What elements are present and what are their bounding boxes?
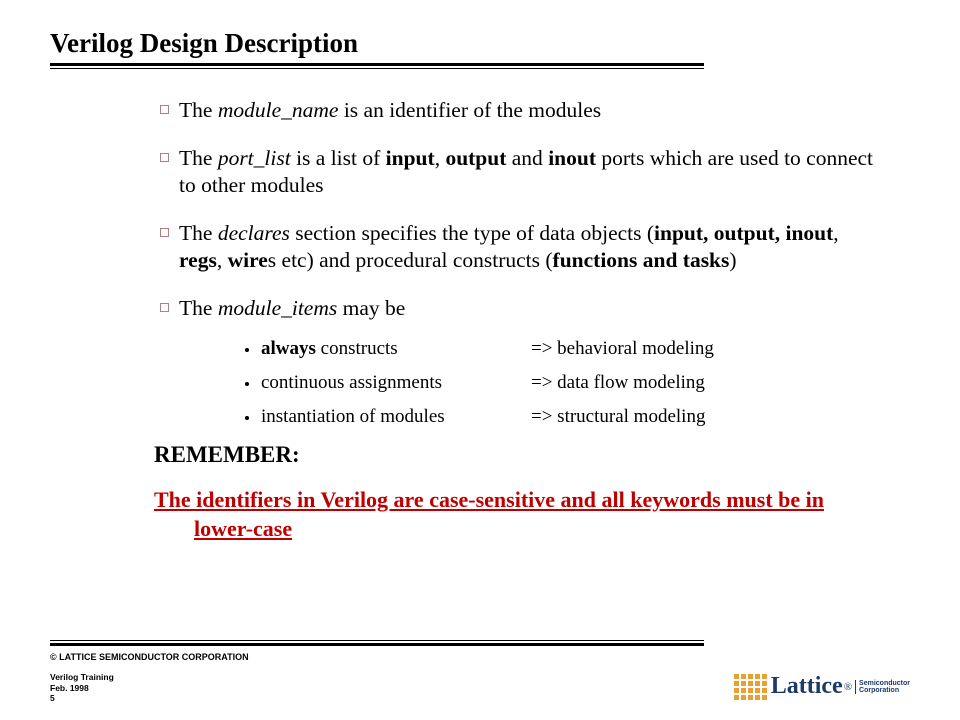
footer-rule-thin bbox=[50, 640, 704, 641]
sub-right: => structural modeling bbox=[531, 406, 705, 428]
bullet-text: The module_name is an identifier of the … bbox=[179, 97, 601, 125]
lattice-logo: Lattice ® Semiconductor Corporation bbox=[734, 673, 910, 700]
logo-sub1: Semiconductor bbox=[859, 680, 910, 687]
logo-subtitle: Semiconductor Corporation bbox=[855, 680, 910, 694]
dot-bullet-icon bbox=[245, 416, 249, 420]
bullet-text: The declares section specifies the type … bbox=[179, 220, 880, 275]
logo-registered-icon: ® bbox=[844, 681, 852, 693]
sub-item: continuous assignments=> data flow model… bbox=[245, 372, 880, 394]
bullet-item: The module_items may be bbox=[160, 295, 880, 323]
sub-right: => data flow modeling bbox=[531, 372, 705, 394]
logo-sub2: Corporation bbox=[859, 687, 910, 694]
bullet-item: The module_name is an identifier of the … bbox=[160, 97, 880, 125]
remember-heading: REMEMBER: bbox=[154, 442, 880, 468]
bullet-item: The declares section specifies the type … bbox=[160, 220, 880, 275]
sub-right: => behavioral modeling bbox=[531, 338, 714, 360]
square-bullet-icon bbox=[160, 303, 169, 312]
bullet-item: The port_list is a list of input, output… bbox=[160, 145, 880, 200]
square-bullet-icon bbox=[160, 153, 169, 162]
sub-item: always constructs=> behavioral modeling bbox=[245, 338, 880, 360]
sub-item: instantiation of modules=> structural mo… bbox=[245, 406, 880, 428]
warning-text: The identifiers in Verilog are case-sens… bbox=[154, 486, 880, 543]
footer: © LATTICE SEMICONDUCTOR CORPORATION Veri… bbox=[50, 640, 910, 704]
sub-left: continuous assignments bbox=[261, 372, 531, 394]
title-rule-thin bbox=[50, 68, 704, 69]
sub-left: always constructs bbox=[261, 338, 531, 360]
square-bullet-icon bbox=[160, 228, 169, 237]
title-rule-thick bbox=[50, 63, 704, 66]
square-bullet-icon bbox=[160, 105, 169, 114]
logo-grid-icon bbox=[734, 674, 767, 700]
slide-title: Verilog Design Description bbox=[50, 28, 910, 59]
footer-rule-thick bbox=[50, 643, 704, 646]
content-area: The module_name is an identifier of the … bbox=[50, 97, 910, 543]
bullet-text: The port_list is a list of input, output… bbox=[179, 145, 880, 200]
logo-text: Lattice bbox=[771, 673, 843, 700]
copyright-text: © LATTICE SEMICONDUCTOR CORPORATION bbox=[50, 652, 910, 662]
dot-bullet-icon bbox=[245, 348, 249, 352]
dot-bullet-icon bbox=[245, 382, 249, 386]
sub-left: instantiation of modules bbox=[261, 406, 531, 428]
sub-list: always constructs=> behavioral modelingc… bbox=[160, 338, 880, 428]
bullet-text: The module_items may be bbox=[179, 295, 405, 323]
